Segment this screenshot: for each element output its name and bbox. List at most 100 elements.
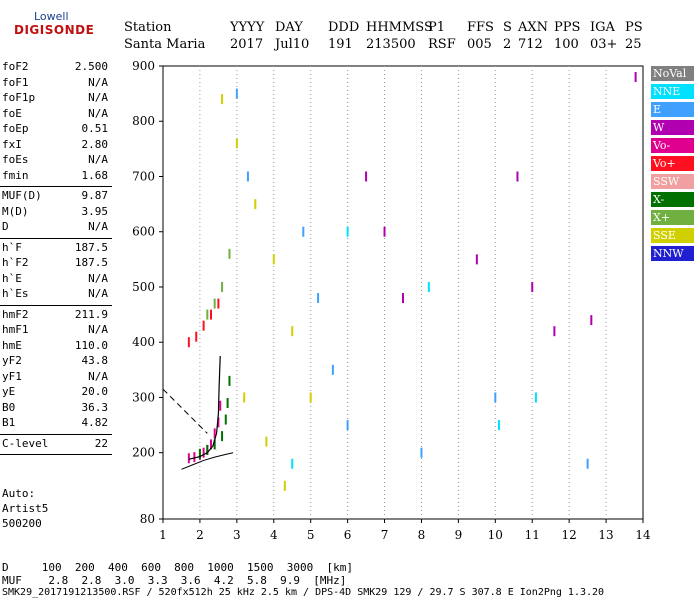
header-label-3: DDD	[328, 20, 360, 35]
legend-item-e: E	[651, 102, 694, 117]
data-point-x-	[228, 375, 231, 386]
data-point-e	[586, 458, 589, 469]
data-point-vo-	[193, 452, 196, 463]
x-tick-label: 8	[418, 528, 426, 542]
header-value-11: 25	[625, 37, 642, 52]
param-value: 211.9	[74, 307, 108, 321]
param-name: h`E	[2, 271, 22, 285]
header-value-7: 2	[503, 37, 512, 52]
header-value-9: 100	[554, 37, 579, 52]
param-value: 1.68	[81, 168, 109, 182]
header-label-8: AXN	[518, 20, 549, 35]
data-point-x-	[213, 439, 216, 450]
param-value: N/A	[88, 220, 108, 233]
data-point-e	[331, 364, 334, 375]
legend-item-x-: X-	[651, 192, 694, 207]
param-value: 2.80	[81, 137, 109, 151]
param-name: foE	[2, 106, 22, 120]
param-value: 20.0	[81, 385, 109, 398]
header-value-3: 191	[328, 37, 353, 52]
param-separator	[0, 186, 112, 187]
param-name: yF1	[2, 369, 22, 383]
param-value: 110.0	[74, 338, 108, 352]
lower-profile-curve	[181, 452, 234, 470]
y-tick-label: 500	[132, 280, 155, 294]
data-point-w	[475, 254, 478, 265]
data-point-e	[346, 420, 349, 431]
header-label-4: HHMMSS	[366, 20, 433, 35]
x-tick-label: 5	[307, 528, 315, 542]
data-point-x-	[198, 448, 201, 459]
param-value: 4.82	[81, 416, 109, 429]
param-name: h`F	[2, 240, 22, 254]
param-value: N/A	[88, 323, 108, 336]
footer-distance-row: D 100 200 400 600 800 1000 1500 3000 [km…	[2, 561, 353, 574]
header-label-9: PPS	[554, 20, 581, 35]
x-tick-label: 7	[381, 528, 389, 542]
x-tick-label: 11	[525, 528, 540, 542]
data-point-sse	[243, 392, 246, 403]
param-value: 2.500	[74, 60, 108, 73]
param-value: N/A	[88, 153, 108, 166]
legend-item-sse: SSE	[651, 228, 694, 243]
data-point-vo-	[219, 400, 222, 411]
data-point-e	[317, 293, 320, 304]
header-value-6: 005	[467, 37, 492, 52]
data-point-x-	[213, 298, 216, 309]
y-tick-label: 900	[132, 59, 155, 73]
param-value: N/A	[88, 106, 108, 120]
header-label-2: DAY	[275, 20, 303, 35]
data-point-vo-	[210, 439, 212, 450]
y-tick-label: 80	[140, 512, 155, 526]
param-name: fmin	[2, 168, 29, 182]
header-label-7: S	[503, 20, 512, 35]
data-point-w	[531, 281, 534, 292]
data-point-x-	[206, 309, 209, 320]
data-point-w	[402, 293, 404, 304]
data-point-vo-	[210, 309, 212, 320]
param-name: yE	[2, 385, 16, 398]
data-point-e	[246, 171, 249, 182]
data-point-w	[516, 171, 519, 182]
data-point-sse	[235, 138, 238, 149]
data-point-sse	[265, 436, 268, 447]
data-point-sse	[291, 326, 294, 337]
param-name: hmF2	[2, 307, 29, 321]
x-tick-label: 1	[159, 528, 167, 542]
data-point-w	[383, 226, 386, 237]
param-value: N/A	[88, 369, 108, 383]
data-point-nne	[498, 420, 500, 431]
legend-item-w: W	[651, 120, 694, 135]
data-point-vo-	[187, 453, 190, 464]
param-value: N/A	[88, 287, 108, 300]
data-point-e	[494, 392, 497, 403]
header-value-10: 03+	[590, 37, 618, 52]
logo-lowell: Lowell	[34, 10, 69, 23]
y-tick-label: 800	[132, 114, 155, 128]
y-tick-label: 200	[132, 446, 155, 460]
param-name: foEs	[2, 153, 29, 166]
param-value: 187.5	[74, 240, 108, 254]
param-value: 187.5	[74, 256, 108, 269]
param-value: 43.8	[81, 354, 109, 367]
param-separator	[0, 433, 112, 435]
param-value: N/A	[88, 75, 108, 89]
param-name: foEp	[2, 122, 29, 135]
data-point-sse	[221, 94, 224, 105]
x-tick-label: 14	[635, 528, 651, 542]
data-point-vo-	[187, 337, 190, 348]
plot-frame	[162, 65, 644, 520]
legend-item-nne: NNE	[651, 84, 694, 99]
data-point-w	[590, 315, 593, 326]
legend-item-x-: X+	[651, 210, 694, 225]
legend-item-nnw: NNW	[651, 246, 694, 261]
header-value-0: Santa Maria	[124, 37, 206, 52]
header-value-8: 712	[518, 37, 543, 52]
data-point-nne	[291, 458, 294, 469]
x-tick-label: 2	[196, 528, 204, 542]
auto-code: 500200	[2, 517, 42, 530]
data-point-e	[420, 447, 423, 458]
header-value-2: Jul10	[275, 37, 310, 52]
data-point-vo-	[202, 320, 205, 331]
